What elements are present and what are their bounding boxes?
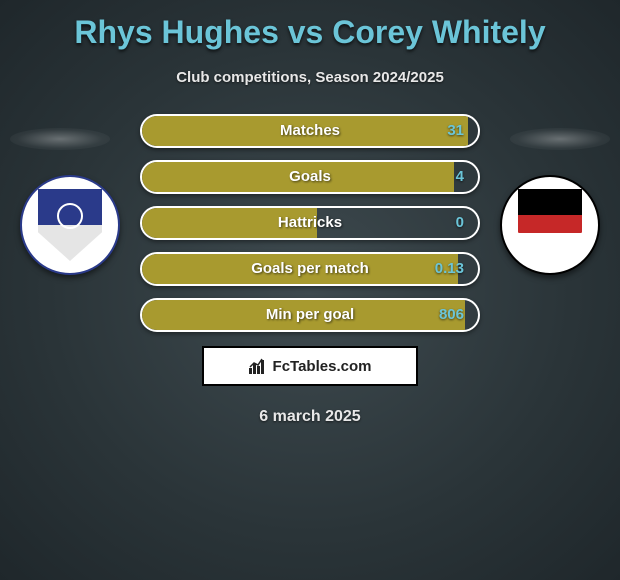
stat-label: Min per goal	[142, 300, 478, 330]
stat-bars: Matches 31 Goals 4 Hattricks 0 Goals per…	[140, 114, 480, 332]
stat-label: Hattricks	[142, 208, 478, 238]
club-crest-left	[20, 175, 120, 275]
stat-value: 806	[439, 300, 464, 330]
club-crest-right	[500, 175, 600, 275]
stat-bar: Min per goal 806	[140, 298, 480, 332]
stat-label: Goals per match	[142, 254, 478, 284]
stat-value: 31	[447, 116, 464, 146]
stat-bar: Goals 4	[140, 160, 480, 194]
stat-bar: Goals per match 0.13	[140, 252, 480, 286]
stat-bar: Hattricks 0	[140, 206, 480, 240]
shield-icon	[38, 189, 102, 261]
date-text: 6 march 2025	[0, 408, 620, 426]
stat-bar: Matches 31	[140, 114, 480, 148]
player-shadow-left	[10, 128, 110, 150]
brand-badge: FcTables.com	[202, 346, 418, 386]
stat-value: 0.13	[435, 254, 464, 284]
shield-icon	[518, 189, 582, 261]
brand-text: FcTables.com	[273, 358, 372, 375]
subtitle: Club competitions, Season 2024/2025	[0, 69, 620, 86]
chart-icon	[249, 358, 267, 374]
stat-value: 0	[456, 208, 464, 238]
page-title: Rhys Hughes vs Corey Whitely	[0, 0, 620, 51]
player-shadow-right	[510, 128, 610, 150]
stat-label: Goals	[142, 162, 478, 192]
stat-label: Matches	[142, 116, 478, 146]
stat-value: 4	[456, 162, 464, 192]
